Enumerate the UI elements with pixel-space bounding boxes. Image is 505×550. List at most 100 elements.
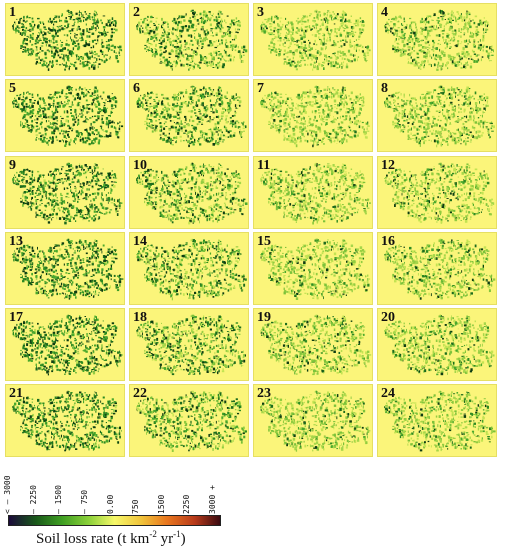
map-cell bbox=[356, 95, 359, 98]
map-cell bbox=[314, 141, 317, 143]
map-cell bbox=[392, 93, 395, 97]
map-cell bbox=[191, 99, 194, 102]
map-cell bbox=[436, 19, 439, 22]
map-cell bbox=[74, 137, 77, 141]
map-cell bbox=[149, 105, 151, 108]
map-cell bbox=[351, 109, 353, 111]
map-cell bbox=[354, 122, 356, 125]
map-cell bbox=[154, 127, 158, 130]
map-cell bbox=[468, 134, 470, 136]
map-cell bbox=[88, 56, 92, 58]
map-cell bbox=[343, 11, 345, 14]
map-cell bbox=[474, 15, 478, 18]
map-cell bbox=[175, 47, 178, 50]
map-cell bbox=[106, 44, 109, 46]
map-cell bbox=[340, 23, 343, 25]
map-cell bbox=[61, 89, 64, 92]
map-cell bbox=[299, 52, 302, 55]
map-cell bbox=[22, 99, 26, 103]
map-cell bbox=[358, 49, 360, 52]
map-cell bbox=[88, 16, 91, 19]
map-cell bbox=[107, 44, 110, 46]
map-cell bbox=[271, 114, 274, 117]
map-cell bbox=[328, 133, 332, 135]
map-cell bbox=[292, 104, 294, 107]
map-cell bbox=[225, 39, 227, 41]
map-cell bbox=[143, 18, 146, 22]
map-cell bbox=[393, 102, 395, 104]
map-cell bbox=[385, 26, 387, 29]
map-cell bbox=[454, 141, 457, 145]
map-cell bbox=[290, 63, 293, 66]
map-cell bbox=[283, 53, 286, 55]
map-cell bbox=[408, 117, 411, 120]
map-cell bbox=[444, 118, 446, 120]
map-cell bbox=[428, 15, 432, 17]
map-cell bbox=[303, 41, 306, 43]
map-cell bbox=[195, 25, 197, 27]
map-cell bbox=[296, 126, 299, 129]
map-cell bbox=[151, 54, 154, 57]
map-cell bbox=[106, 122, 109, 126]
map-cell bbox=[29, 40, 31, 43]
map-cell bbox=[465, 133, 469, 136]
map-cell bbox=[493, 49, 494, 53]
map-cell bbox=[486, 21, 489, 24]
map-cell bbox=[332, 11, 334, 13]
map-cell bbox=[290, 139, 293, 142]
map-cell bbox=[178, 17, 180, 19]
map-cell bbox=[415, 39, 418, 42]
map-cell bbox=[176, 94, 180, 96]
map-cell bbox=[327, 60, 330, 62]
map-cell bbox=[70, 33, 72, 35]
map-cell bbox=[296, 27, 299, 29]
map-cell bbox=[207, 17, 210, 20]
map-cell bbox=[466, 22, 469, 25]
map-cell bbox=[74, 111, 76, 113]
map-cell bbox=[303, 109, 305, 113]
map-cell bbox=[13, 23, 14, 27]
map-cell bbox=[301, 56, 304, 60]
map-cell bbox=[56, 63, 58, 65]
map-cell bbox=[303, 125, 304, 127]
map-cell bbox=[68, 13, 70, 15]
map-cell bbox=[438, 110, 441, 112]
map-cell bbox=[87, 137, 90, 140]
map-cell bbox=[393, 26, 394, 29]
map-cell bbox=[39, 138, 42, 141]
map-cell bbox=[275, 130, 278, 132]
map-cell bbox=[149, 103, 152, 105]
map-cell bbox=[325, 47, 326, 51]
map-cell bbox=[362, 21, 365, 23]
map-cell bbox=[419, 20, 422, 24]
map-cell bbox=[325, 115, 328, 118]
map-cell bbox=[340, 128, 343, 132]
map-cell bbox=[432, 44, 435, 47]
map-cell bbox=[239, 28, 240, 31]
map-cell bbox=[292, 52, 296, 56]
map-cell bbox=[311, 140, 314, 142]
map-cell bbox=[49, 115, 52, 119]
map-cell bbox=[223, 32, 225, 35]
map-cell bbox=[83, 95, 85, 98]
map-cell bbox=[145, 99, 147, 102]
map-cell bbox=[428, 105, 431, 108]
map-cell bbox=[290, 62, 292, 64]
map-cell bbox=[76, 16, 78, 20]
map-cell bbox=[217, 21, 220, 25]
map-cell bbox=[69, 126, 70, 129]
map-cell bbox=[295, 144, 298, 148]
map-cell bbox=[425, 23, 427, 26]
map-cell bbox=[150, 48, 153, 50]
map-cell bbox=[209, 139, 211, 143]
map-cell bbox=[165, 139, 169, 143]
map-cell bbox=[51, 137, 54, 141]
map-cell bbox=[394, 46, 396, 50]
map-cell bbox=[233, 99, 236, 101]
map-cell bbox=[44, 56, 48, 59]
map-cell bbox=[204, 95, 206, 98]
map-cell bbox=[464, 23, 467, 26]
map-cell bbox=[424, 64, 425, 67]
map-cell bbox=[164, 21, 167, 23]
map-cell bbox=[82, 16, 84, 18]
